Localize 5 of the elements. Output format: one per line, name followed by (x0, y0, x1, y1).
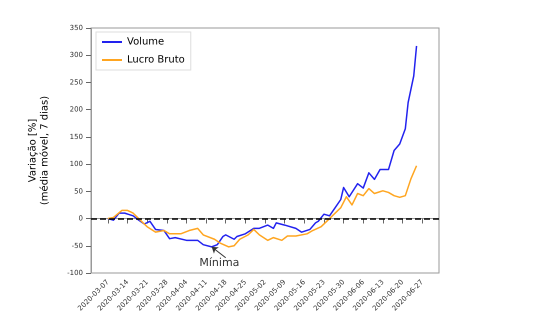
line-series (107, 164, 418, 248)
y-axis-title: Variação [%] (média móvel, 7 dias) (28, 96, 50, 206)
legend-label: Volume (127, 36, 164, 48)
annotation: Mínima (199, 256, 240, 270)
legend-label: Lucro Bruto (127, 54, 185, 66)
